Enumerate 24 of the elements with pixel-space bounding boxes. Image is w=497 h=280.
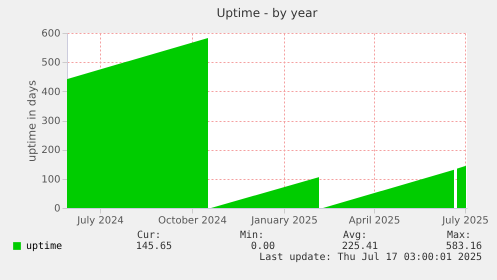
text: Min: <box>240 230 264 241</box>
text: Max: <box>447 230 472 241</box>
x-tick-label: July 2025 <box>441 216 489 226</box>
text: 583.16 <box>446 241 482 252</box>
y-tick-label: 600 <box>41 28 60 40</box>
y-tick-label: 400 <box>41 86 60 98</box>
text: 145.65 <box>136 241 172 252</box>
y-tick-label: 300 <box>41 116 60 127</box>
x-tick-label: April 2025 <box>348 216 400 226</box>
text: Last update: Thu Jul 17 03:00:01 2025 <box>259 252 482 263</box>
y-axis-title: uptime in days <box>25 80 38 162</box>
y-tick-label: 500 <box>41 58 60 69</box>
y-tick-label: 0 <box>54 204 60 214</box>
legend-label: uptime <box>26 241 62 252</box>
y-tick-label: 200 <box>41 145 60 156</box>
text: 225.41 <box>342 241 378 252</box>
x-tick-label: January 2025 <box>250 216 318 226</box>
x-tick-label: October 2024 <box>158 216 227 226</box>
y-tick-label: 100 <box>41 174 60 186</box>
chart-title: Uptime - by year <box>216 6 318 20</box>
x-tick-label: July 2024 <box>76 216 124 226</box>
text: Avg: <box>343 230 368 241</box>
text: 0.00 <box>250 241 275 252</box>
text: Cur: <box>137 230 162 241</box>
